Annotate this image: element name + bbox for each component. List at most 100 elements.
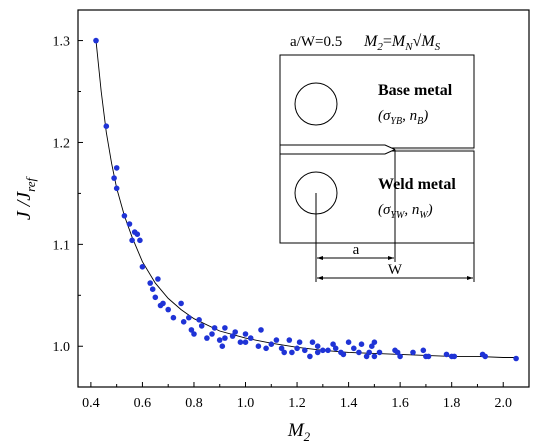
data-point [394, 349, 401, 356]
data-point [247, 335, 254, 341]
data-point [332, 345, 339, 352]
data-point [309, 339, 316, 346]
arrow-a-right [388, 256, 394, 260]
data-point [314, 349, 321, 356]
data-point [255, 343, 262, 350]
data-point [237, 339, 244, 346]
data-point [113, 185, 120, 192]
arrow-w-right [467, 276, 473, 280]
x-axis-label-sub: 2 [304, 429, 311, 444]
data-point [325, 347, 331, 354]
weld-sub2: W [419, 210, 429, 221]
x-axis: 0.4 0.6 0.8 1.0 1.2 1.4 1.6 1.8 2.0 [82, 382, 512, 411]
y-axis-label: J /Jref [13, 175, 38, 220]
data-point [320, 347, 326, 354]
specimen-diagram [279, 54, 475, 282]
data-point [229, 333, 236, 339]
data-point [369, 343, 375, 350]
data-point [286, 337, 293, 343]
data-point [371, 353, 378, 360]
x-tick-label: 0.8 [185, 396, 203, 411]
data-point [273, 337, 280, 343]
data-point [170, 314, 177, 321]
data-point [307, 353, 313, 360]
formula-m-s: M [420, 33, 436, 50]
data-point [242, 331, 249, 337]
data-point [186, 314, 192, 321]
weld-mid: , n [404, 202, 419, 218]
y-tick-label: 1.1 [53, 238, 71, 253]
x-tick-label: 0.6 [134, 396, 152, 411]
data-point [126, 221, 133, 227]
data-point [281, 349, 288, 356]
data-point [178, 300, 184, 307]
data-point [425, 353, 432, 360]
formula-m: M [391, 33, 407, 50]
dimension-a-label: a [353, 242, 360, 258]
data-point [196, 317, 202, 323]
data-point [340, 351, 347, 358]
x-tick-label: 1.0 [237, 396, 255, 411]
data-point [204, 335, 210, 341]
inset-title: a/W=0.5 [290, 34, 342, 50]
data-point [263, 345, 269, 352]
data-point [358, 341, 365, 348]
x-tick-label: 2.0 [494, 396, 512, 411]
data-point [152, 294, 159, 301]
data-point [420, 347, 427, 354]
x-axis-label-main: M [287, 420, 305, 441]
data-point [371, 339, 378, 346]
dimension-w-label: W [388, 262, 403, 278]
inset-formula: M2=MN√MS [363, 33, 441, 53]
data-point [268, 341, 275, 348]
data-point [137, 237, 143, 244]
data-point [198, 323, 205, 329]
data-point [302, 347, 308, 354]
y-axis: 1.0 1.1 1.2 1.3 [53, 35, 83, 355]
formula-n-sub: N [404, 41, 413, 53]
data-point [242, 339, 249, 346]
data-point [129, 237, 135, 244]
data-point [258, 327, 264, 333]
data-point [188, 327, 195, 333]
formula-root: √ [413, 33, 422, 50]
data-point [147, 280, 153, 286]
arrow-a-left [317, 256, 323, 260]
x-tick-label: 1.8 [443, 396, 461, 411]
y-axis-label-main: J /J [13, 191, 35, 220]
weld-open: (σ [378, 202, 391, 218]
data-point [160, 300, 166, 307]
x-tick-label: 0.4 [82, 396, 100, 411]
base-mid: , n [402, 108, 417, 124]
data-point [93, 37, 99, 44]
plot-frame [77, 9, 530, 388]
data-point [443, 351, 450, 358]
arrow-w-left [317, 276, 323, 280]
y-axis-label-sub: ref [23, 175, 38, 191]
x-tick-label: 1.2 [288, 396, 306, 411]
formula-s-sub: S [435, 41, 441, 53]
data-point [294, 345, 300, 352]
y-tick-label: 1.0 [53, 340, 71, 355]
data-point [155, 276, 161, 282]
data-point [113, 165, 120, 171]
data-point [180, 319, 187, 325]
data-point [356, 349, 362, 356]
data-point [363, 353, 370, 360]
formula-eq: = [383, 33, 392, 50]
data-point [111, 175, 117, 181]
data-point [139, 264, 146, 270]
weld-metal-label: Weld metal [378, 176, 456, 193]
data-point [149, 286, 156, 293]
data-point [330, 341, 336, 348]
base-sub1: YB [390, 116, 402, 127]
x-tick-label: 1.4 [340, 396, 358, 411]
crack-notch [279, 144, 397, 155]
data-point [351, 345, 357, 352]
data-point [482, 353, 489, 360]
data-point [134, 231, 141, 237]
data-point [296, 339, 303, 346]
data-point [216, 337, 223, 343]
base-metal-label: Base metal [378, 82, 453, 99]
base-open: (σ [378, 108, 391, 124]
